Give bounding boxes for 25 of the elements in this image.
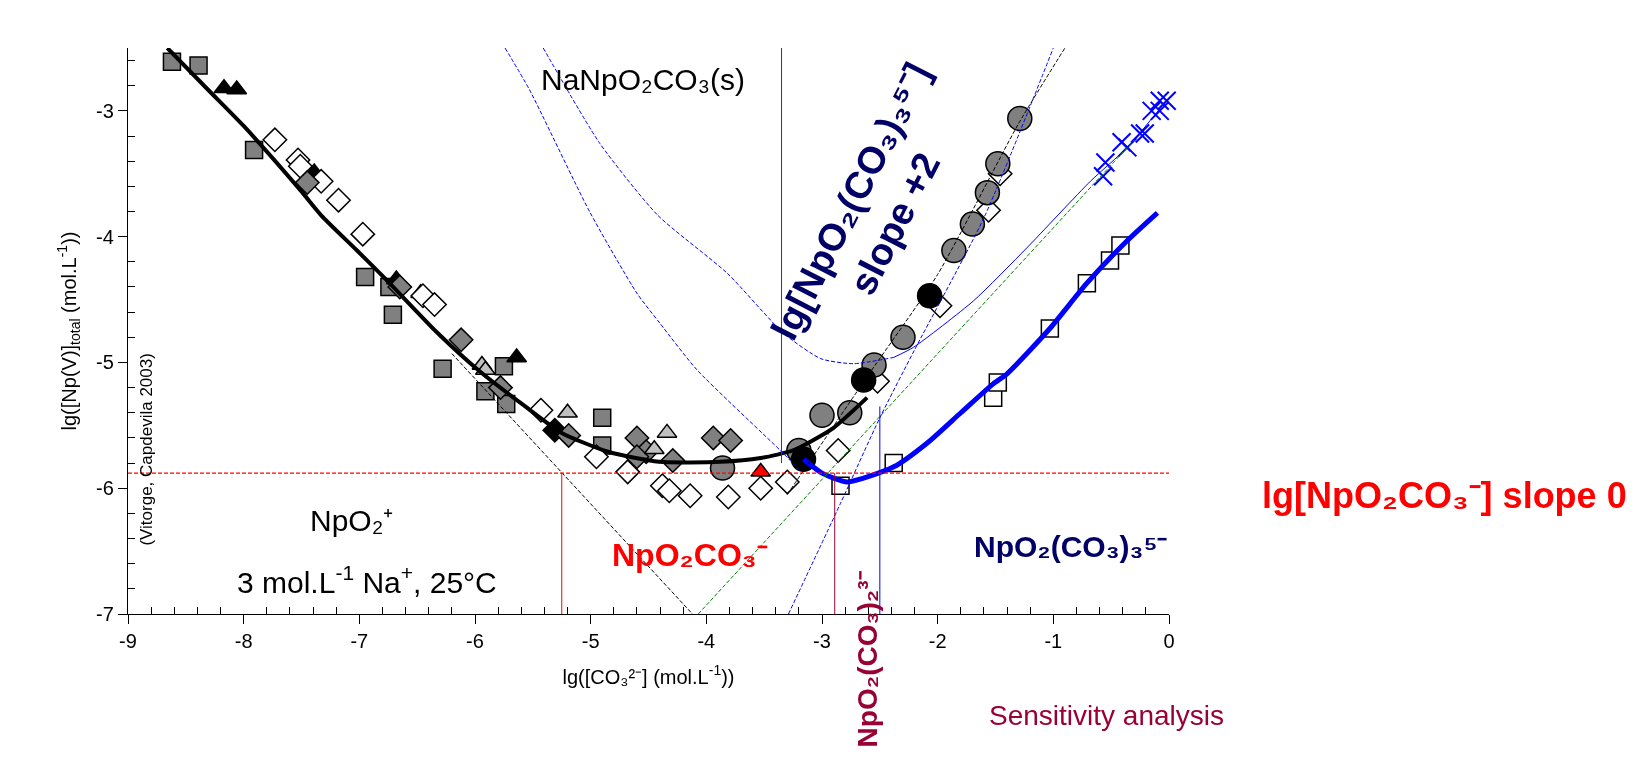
y-tick-label: -4 xyxy=(96,225,114,248)
annotation: NpO₂(CO₃)₃⁵⁻ xyxy=(974,530,1168,563)
annotation: NpO₂CO₃⁻ xyxy=(612,537,768,573)
y-tick-label: -5 xyxy=(96,351,114,374)
y-tick-label: -6 xyxy=(96,477,114,500)
x-tick-label: -2 xyxy=(928,630,947,653)
text: lg[NpO₂CO₃⁻] slope 0 xyxy=(1262,475,1627,516)
x-axis-title: lg([CO₃²⁻] (mol.L$^{-1}$)) xyxy=(562,662,735,688)
x-tick-label: -9 xyxy=(119,630,137,653)
y-tick-label: -3 xyxy=(96,99,114,122)
x-tick-label: -3 xyxy=(813,630,831,653)
x-tick-label: -4 xyxy=(697,630,716,653)
annotation: NpO₂⁺ xyxy=(310,504,394,537)
annotation: NaNpO₂CO₃(s) xyxy=(541,63,745,96)
annotation: 3 mol.L$^{-1}$ Na$^{+}$, 25°C xyxy=(237,561,497,599)
x-tick-label: 0 xyxy=(1163,630,1175,653)
x-tick-label: -7 xyxy=(350,630,369,653)
text: Sensitivity analysis xyxy=(989,700,1224,731)
annotation: (Vitorge, Capdevila 2003) xyxy=(136,353,156,546)
annotation: NpO₂(CO₃)₂³⁻ xyxy=(851,571,883,748)
x-tick-label: -5 xyxy=(581,630,600,653)
x-tick-label: -6 xyxy=(466,630,484,653)
x-tick-label: -1 xyxy=(1044,630,1063,653)
x-tick-label: -8 xyxy=(234,630,253,653)
y-tick-label: -7 xyxy=(96,603,114,625)
